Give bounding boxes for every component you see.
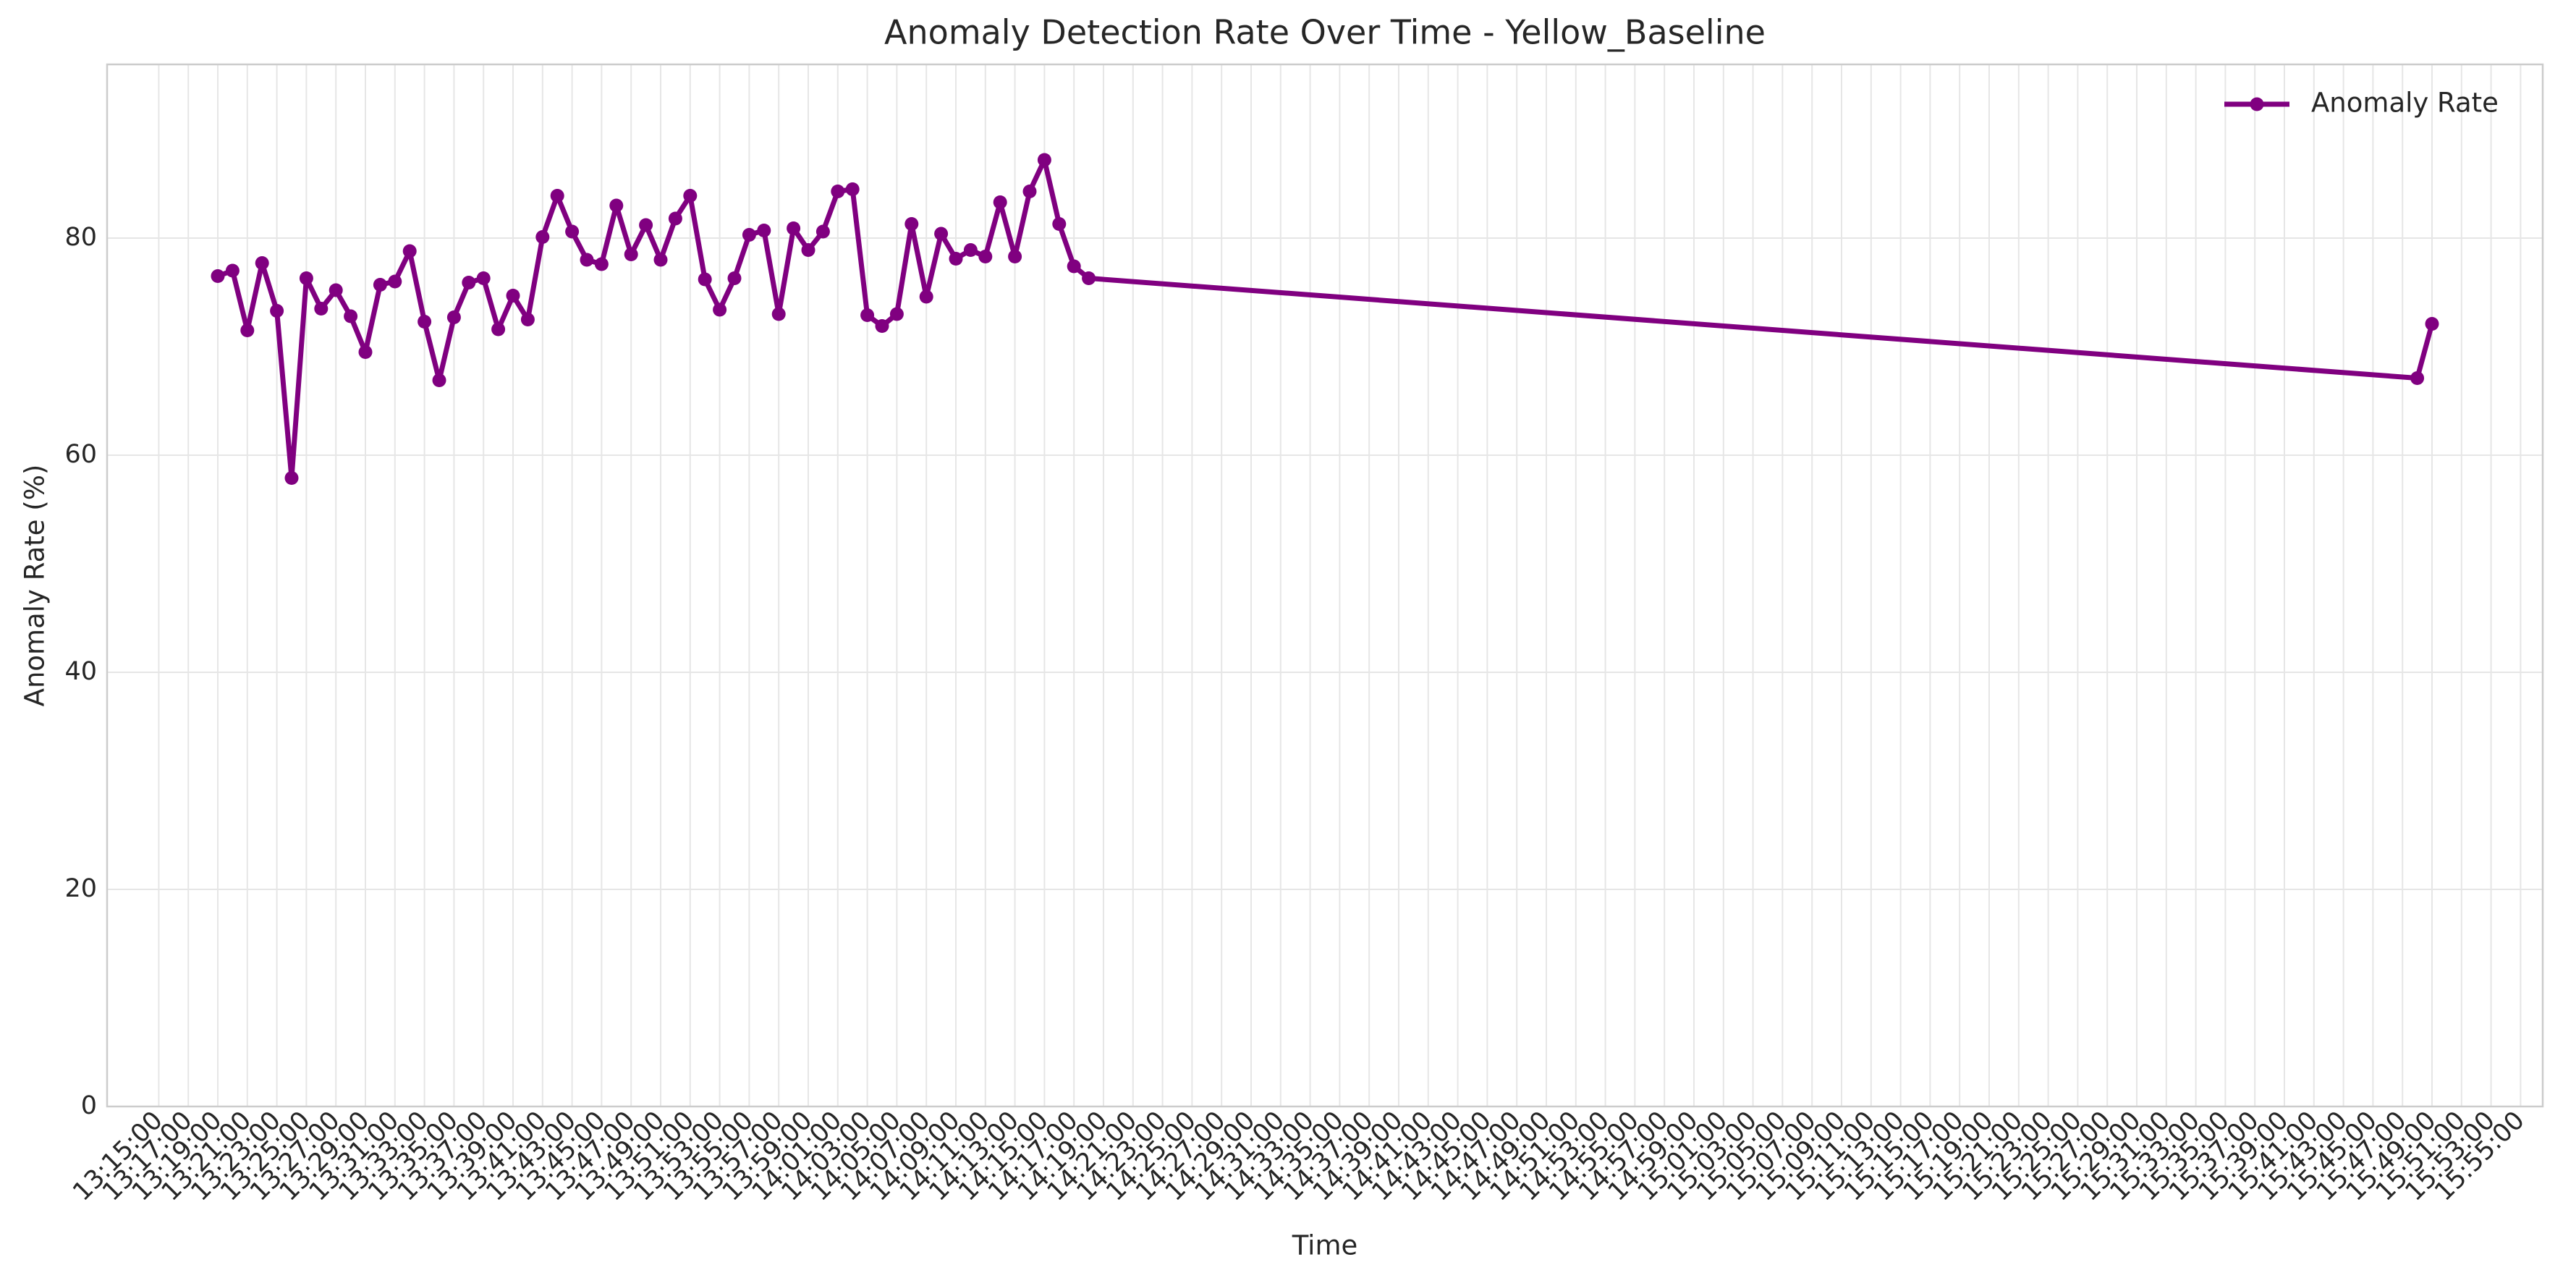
data-point (446, 310, 461, 324)
data-point (2410, 371, 2425, 385)
data-point (963, 243, 978, 257)
data-point (860, 308, 875, 322)
legend-label: Anomaly Rate (2311, 88, 2499, 119)
data-point (550, 189, 564, 203)
data-point (225, 263, 240, 278)
data-point (904, 217, 919, 231)
data-point (418, 315, 432, 329)
data-point (919, 289, 933, 304)
y-tick-label: 20 (64, 874, 97, 903)
data-point (373, 278, 387, 292)
data-point (520, 313, 535, 326)
data-point (240, 323, 255, 337)
data-point (594, 257, 609, 271)
data-point (949, 252, 963, 266)
data-point (344, 309, 358, 323)
data-point (255, 256, 269, 270)
data-point (668, 211, 682, 226)
data-point (1067, 259, 1081, 274)
y-tick-label: 0 (81, 1091, 97, 1120)
data-point (653, 253, 668, 267)
data-point (432, 373, 446, 387)
data-point (580, 253, 594, 267)
data-point (609, 198, 624, 213)
data-point (727, 271, 742, 285)
data-point (1052, 217, 1067, 231)
data-point (875, 319, 889, 333)
data-point (831, 185, 845, 198)
data-point (934, 227, 949, 241)
data-point (1022, 185, 1037, 198)
data-point (299, 271, 313, 285)
data-point (388, 274, 402, 289)
data-point (787, 221, 801, 235)
data-point (1082, 271, 1096, 285)
x-axis-label: Time (1292, 1230, 1358, 1261)
chart-title: Anomaly Detection Rate Over Time - Yello… (884, 13, 1766, 52)
data-point (698, 272, 712, 287)
data-point (402, 244, 417, 258)
data-point (506, 289, 520, 302)
y-tick-label: 60 (64, 440, 97, 469)
data-point (757, 224, 771, 237)
data-point (535, 230, 550, 244)
data-point (358, 345, 373, 359)
data-point (815, 224, 830, 239)
data-point (329, 283, 343, 297)
data-point (565, 224, 580, 239)
data-point (978, 250, 993, 263)
data-point (713, 302, 727, 317)
data-point (284, 471, 299, 485)
data-point (889, 307, 904, 321)
legend-marker (2250, 97, 2264, 111)
data-point (801, 243, 815, 257)
data-point (993, 195, 1007, 209)
data-point (845, 182, 860, 196)
data-point (491, 322, 506, 337)
data-point (270, 304, 284, 318)
data-point (211, 269, 225, 283)
data-point (314, 302, 329, 316)
data-point (462, 276, 476, 289)
data-point (639, 218, 653, 232)
y-axis-label: Anomaly Rate (%) (20, 465, 51, 707)
data-point (624, 247, 638, 261)
data-point (2425, 317, 2439, 331)
plot-frame (106, 63, 2544, 1108)
y-tick-label: 40 (64, 657, 97, 686)
data-point (1037, 153, 1051, 167)
data-point (771, 307, 786, 321)
data-point (742, 228, 756, 242)
data-point (476, 271, 491, 285)
data-point (683, 189, 698, 203)
data-point (1008, 250, 1022, 263)
y-tick-label: 80 (64, 223, 97, 252)
